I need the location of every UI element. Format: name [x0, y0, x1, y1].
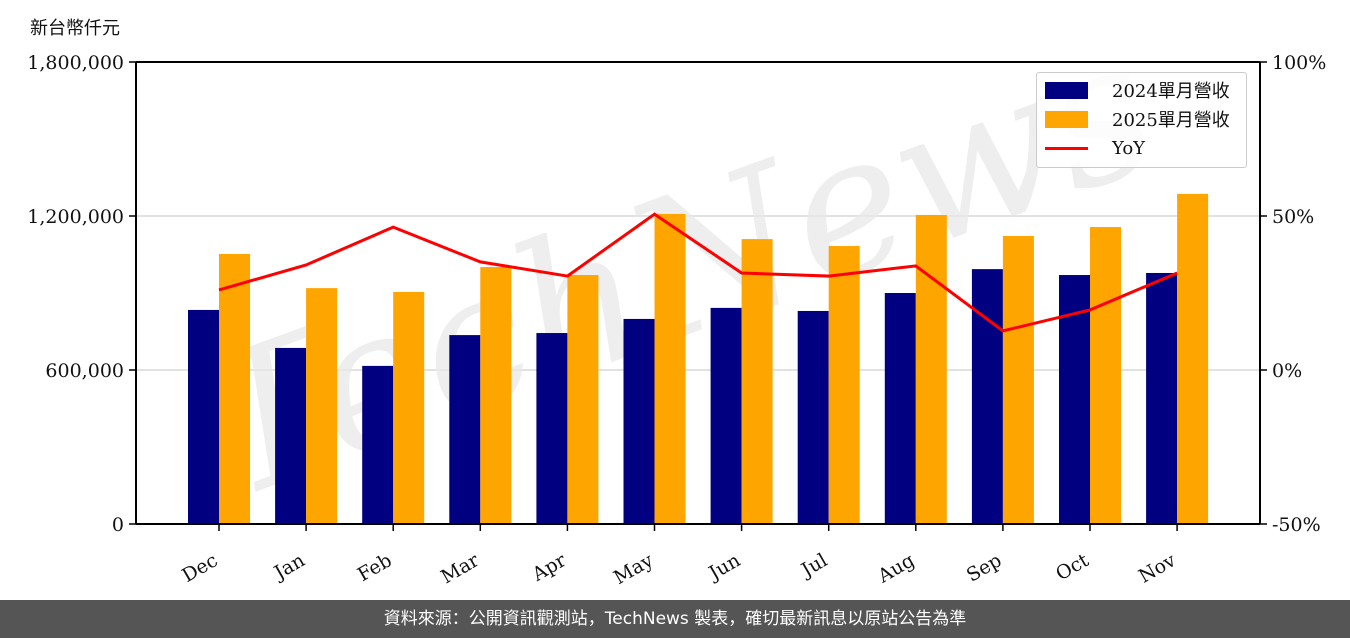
legend-swatch-2024-icon [1045, 81, 1088, 99]
bar-2025 [567, 275, 599, 524]
bar-2024 [275, 347, 307, 524]
legend-label-2024: 2024單月營收 [1112, 81, 1230, 102]
bar-2025 [915, 214, 947, 524]
x-tick-label: Aug [873, 549, 918, 588]
plot-area: TechNews0600,0001,200,0001,800,000-50%0%… [27, 0, 1326, 589]
legend-item-2024: 2024單月營收 [1045, 77, 1230, 103]
bar-2024 [362, 365, 394, 524]
legend-swatch-2025-icon [1045, 110, 1088, 128]
revenue-chart: 新台幣仟元 TechNews 0 600,000 1,200,000 1,800,000… [27, 0, 1326, 589]
legend-line-yoy-icon [1045, 146, 1088, 150]
bar-2024 [971, 269, 1003, 524]
x-tick-label: Apr [528, 549, 571, 586]
bar-2025 [828, 246, 860, 524]
bar-2025 [480, 267, 512, 524]
bar-2025 [654, 213, 686, 525]
bar-2024 [449, 335, 481, 524]
legend: 2024單月營收 2025單月營收 YoY [1036, 72, 1247, 168]
yoy-line [218, 212, 1178, 333]
legend-label-2025: 2025單月營收 [1112, 110, 1230, 131]
y2-tick-label: 0% [1272, 360, 1302, 382]
bar-2024 [536, 333, 568, 524]
bar-2024 [797, 310, 829, 524]
bar-2024 [623, 318, 655, 524]
x-tick-label: Nov [1135, 549, 1180, 588]
bar-2025 [1002, 236, 1034, 524]
legend-item-yoy: YoY [1045, 135, 1145, 161]
x-tick-label: Jun [704, 549, 745, 585]
x-tick-label: Oct [1052, 549, 1093, 585]
bar-2025 [741, 239, 773, 524]
y-tick-label: 0 [112, 514, 124, 536]
bar-2024 [884, 293, 916, 524]
x-tick-label: Feb [354, 549, 396, 586]
y-tick-label: 600,000 [45, 360, 124, 382]
bar-2024 [710, 307, 742, 524]
bar-2025 [219, 253, 250, 524]
bar-2024 [1146, 272, 1178, 524]
y2-tick-label: 50% [1272, 206, 1314, 228]
legend-label-yoy: YoY [1112, 137, 1146, 159]
x-tick-label: Jul [796, 549, 831, 582]
legend-item-2025: 2025單月營收 [1045, 106, 1230, 132]
x-tick-label: Jan [269, 549, 309, 585]
x-tick-label: Sep [963, 549, 1006, 586]
source-footer: 資料來源：公開資訊觀測站，TechNews 製表，確切最新訊息以原站公告為準 [0, 600, 1350, 638]
bar-2025 [1177, 193, 1209, 524]
y-axis-unit-label: 新台幣仟元 [30, 18, 120, 39]
bar-2025 [393, 291, 425, 524]
x-tick-label: May [610, 549, 657, 589]
y-tick-label: 1,200,000 [27, 206, 124, 228]
bar-2024 [188, 309, 219, 524]
y2-tick-label: 100% [1272, 52, 1326, 74]
bar-2025 [1090, 227, 1121, 524]
y2-tick-label: -50% [1272, 514, 1321, 536]
y-tick-label: 1,800,000 [27, 52, 124, 74]
x-tick-label: Dec [178, 549, 221, 587]
bar-2025 [306, 288, 338, 524]
x-tick-label: Mar [437, 549, 483, 588]
